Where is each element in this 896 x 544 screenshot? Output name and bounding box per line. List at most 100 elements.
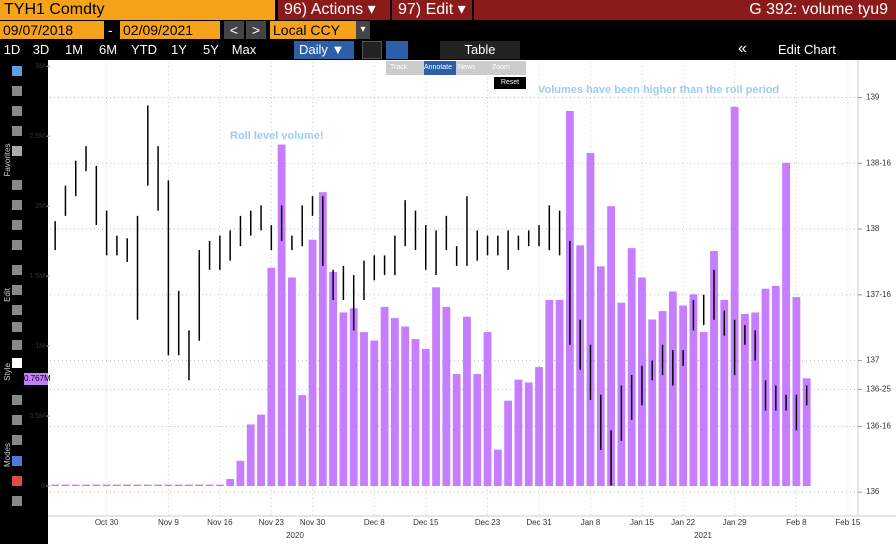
x-tick-label: Feb 8 — [786, 518, 807, 527]
volume-bar — [257, 414, 265, 487]
icon[interactable] — [12, 86, 22, 96]
icon[interactable] — [12, 240, 22, 250]
end-date[interactable]: 02/09/2021 — [120, 21, 220, 39]
prev-button[interactable]: < — [224, 21, 244, 39]
volume-bar — [329, 271, 338, 487]
tool-button[interactable]: News — [458, 64, 476, 71]
volume-bar — [740, 313, 749, 487]
volume-bar — [226, 479, 235, 487]
icon[interactable] — [12, 456, 22, 466]
x-tick-label: Nov 16 — [207, 518, 233, 527]
y-tick-label: 2.5M — [29, 133, 45, 140]
period-button[interactable]: 5Y — [203, 42, 219, 57]
x-tick-label: Dec 8 — [364, 518, 385, 527]
y2-tick-label: 138 — [866, 224, 880, 233]
x-tick-label: Dec 31 — [526, 518, 552, 527]
line-icon[interactable] — [362, 41, 382, 59]
period-button[interactable]: YTD — [131, 42, 157, 57]
icon[interactable] — [12, 220, 22, 230]
volume-bar — [504, 400, 513, 487]
currency-field[interactable]: Local CCY — [270, 21, 356, 39]
volume-bar — [370, 340, 379, 487]
reset-button[interactable]: Reset — [494, 77, 526, 89]
period-button[interactable]: Max — [231, 42, 257, 57]
period-button[interactable]: 1M — [64, 42, 84, 57]
period-button[interactable]: 6M — [98, 42, 118, 57]
x-tick-label: Dec 23 — [475, 518, 501, 527]
volume-bar — [174, 484, 183, 487]
start-date[interactable]: 09/07/2018 — [0, 21, 104, 39]
icon[interactable] — [12, 435, 22, 445]
icon[interactable] — [12, 200, 22, 210]
volume-bar — [267, 267, 276, 487]
volume-bar — [802, 378, 811, 487]
edit-chart-button[interactable]: Edit Chart — [778, 42, 836, 57]
volume-bar — [493, 449, 502, 487]
y2-tick-label: 139 — [866, 93, 880, 102]
volume-bar — [473, 374, 482, 487]
icon[interactable] — [12, 358, 22, 368]
icon[interactable] — [12, 395, 22, 405]
currency-menu[interactable]: ▾ — [356, 21, 370, 39]
tool-button[interactable]: Zoom — [492, 64, 510, 71]
icon[interactable] — [12, 106, 22, 116]
icon[interactable] — [12, 126, 22, 136]
volume-bar — [782, 162, 790, 487]
volume-bar — [246, 424, 255, 487]
volume-bar — [360, 332, 368, 487]
icon[interactable] — [12, 476, 22, 486]
bar-icon[interactable] — [386, 41, 408, 59]
icon[interactable] — [12, 66, 22, 76]
icon[interactable] — [12, 496, 22, 506]
icon[interactable] — [12, 340, 22, 350]
y-tick-label: 1M — [35, 343, 45, 350]
last-value-tag: 0.767M — [24, 372, 51, 385]
table-button[interactable]: Table — [440, 41, 520, 59]
date-dash: - — [108, 22, 113, 38]
y-tick-label: 2M — [35, 203, 45, 210]
security-field[interactable]: TYH1 Comdty — [0, 0, 275, 20]
x-tick-label: Jan 8 — [581, 518, 601, 527]
volume-bar — [792, 297, 801, 487]
sidebar-label: Style — [3, 363, 12, 381]
x-tick-label: Dec 15 — [413, 518, 439, 527]
x-tick-label: Nov 9 — [158, 518, 179, 527]
y-tick-label: 3M — [35, 63, 45, 70]
actions-menu[interactable]: 96) Actions ▾ — [278, 0, 390, 20]
volume-bar — [318, 192, 327, 487]
period-button[interactable]: 1D — [3, 42, 21, 57]
sidebar-label: Modes — [3, 443, 12, 467]
volume-bar — [699, 332, 708, 487]
frequency-menu[interactable]: Daily ▼ — [294, 41, 354, 59]
volume-bar — [452, 374, 461, 487]
volume-bar — [195, 484, 204, 487]
sidebar-label: Edit — [3, 287, 12, 302]
edit-menu[interactable]: 97) Edit ▾ — [392, 0, 472, 20]
icon[interactable] — [12, 180, 22, 190]
icon[interactable] — [12, 322, 22, 332]
icon[interactable] — [12, 305, 22, 315]
volume-bar — [720, 299, 729, 487]
annotation: Roll level volume! — [230, 130, 324, 142]
volume-bar — [442, 306, 451, 487]
volume-bar — [164, 484, 173, 487]
volume-bar — [730, 106, 739, 487]
icon[interactable] — [12, 285, 22, 295]
volume-bar — [308, 239, 317, 487]
next-button[interactable]: > — [246, 21, 266, 39]
volume-bar — [524, 382, 533, 487]
volume-bar — [421, 348, 430, 487]
volume-bar — [339, 312, 348, 487]
volume-bar — [514, 379, 523, 487]
tool-button[interactable]: Track — [390, 64, 408, 71]
period-button[interactable]: 1Y — [171, 42, 187, 57]
collapse-button[interactable]: « — [738, 40, 747, 57]
period-button[interactable]: 3D — [32, 42, 50, 57]
volume-bar — [102, 484, 111, 487]
y-tick-label: 0 — [41, 483, 45, 490]
icon[interactable] — [12, 415, 22, 425]
icon[interactable] — [12, 146, 22, 156]
tool-button[interactable]: Annotate — [424, 61, 456, 75]
icon[interactable] — [12, 265, 22, 275]
